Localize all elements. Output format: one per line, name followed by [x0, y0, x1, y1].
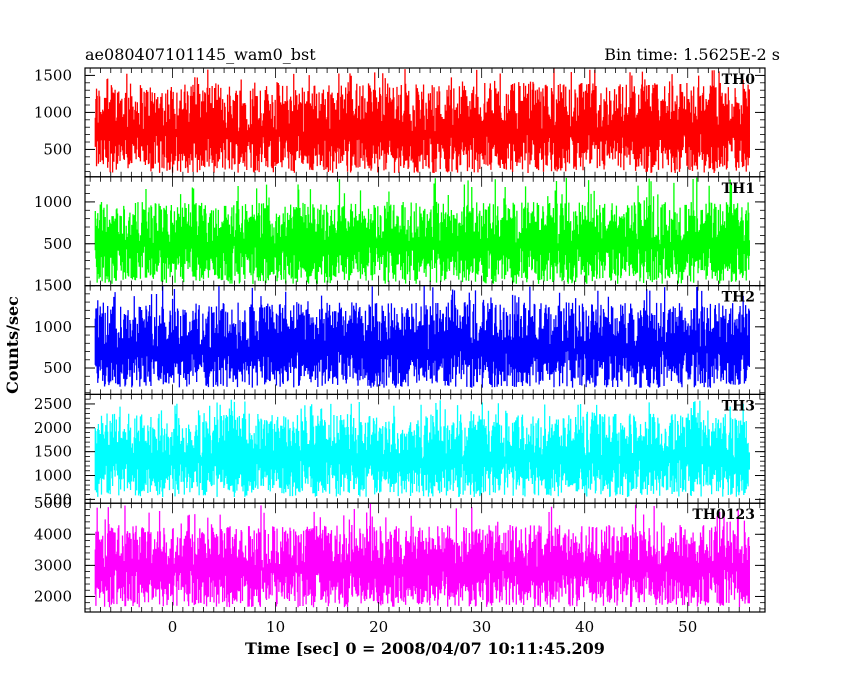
x-axis-label: Time [sec] 0 = 2008/04/07 10:11:45.209	[245, 639, 605, 658]
chart-title-left: ae080407101145_wam0_bst	[85, 45, 316, 64]
y-tick-label: 3000	[34, 556, 72, 574]
y-tick-label: 1000	[34, 103, 72, 121]
series-trace-th3	[94, 399, 750, 497]
y-tick-label: 500	[43, 140, 72, 158]
x-tick-label: 20	[369, 618, 388, 636]
chart-title-right: Bin time: 1.5625E-2 s	[604, 45, 780, 64]
panel-label-th2: TH2	[722, 290, 755, 306]
panel-label-th0123: TH0123	[692, 507, 755, 523]
panel-frame-th0123	[84, 502, 766, 613]
x-tick-label: 30	[472, 618, 491, 636]
y-tick-label: 2500	[34, 395, 72, 413]
y-tick-label: 1000	[34, 318, 72, 336]
x-tick-label: 50	[678, 618, 697, 636]
x-tick-label: 10	[266, 618, 285, 636]
y-tick-label: 2000	[34, 587, 72, 605]
y-tick-label: 0	[62, 277, 72, 295]
series-trace-th2	[94, 285, 750, 388]
series-trace-th0123	[94, 503, 750, 608]
y-tick-label: 1500	[34, 277, 72, 295]
x-tick-label: 40	[575, 618, 594, 636]
y-tick-label: 500	[43, 490, 72, 508]
series-trace-th0	[94, 68, 750, 174]
panel-label-th1: TH1	[722, 181, 755, 197]
y-tick-label: 1000	[34, 193, 72, 211]
y-axis-label: Counts/sec	[3, 296, 22, 394]
y-tick-label: 1500	[34, 443, 72, 461]
panel-label-th0: TH0	[722, 72, 756, 88]
series-trace-th1	[94, 177, 750, 284]
y-tick-label: 1000	[34, 467, 72, 485]
y-tick-label: 1500	[34, 66, 72, 84]
panel-label-th3: TH3	[722, 398, 755, 414]
y-tick-label: 5000	[34, 494, 72, 512]
y-tick-label: 500	[43, 359, 72, 377]
x-tick-label: 0	[168, 618, 178, 636]
y-tick-label: 500	[43, 235, 72, 253]
y-tick-label: 2000	[34, 419, 72, 437]
y-tick-label: 4000	[34, 525, 72, 543]
